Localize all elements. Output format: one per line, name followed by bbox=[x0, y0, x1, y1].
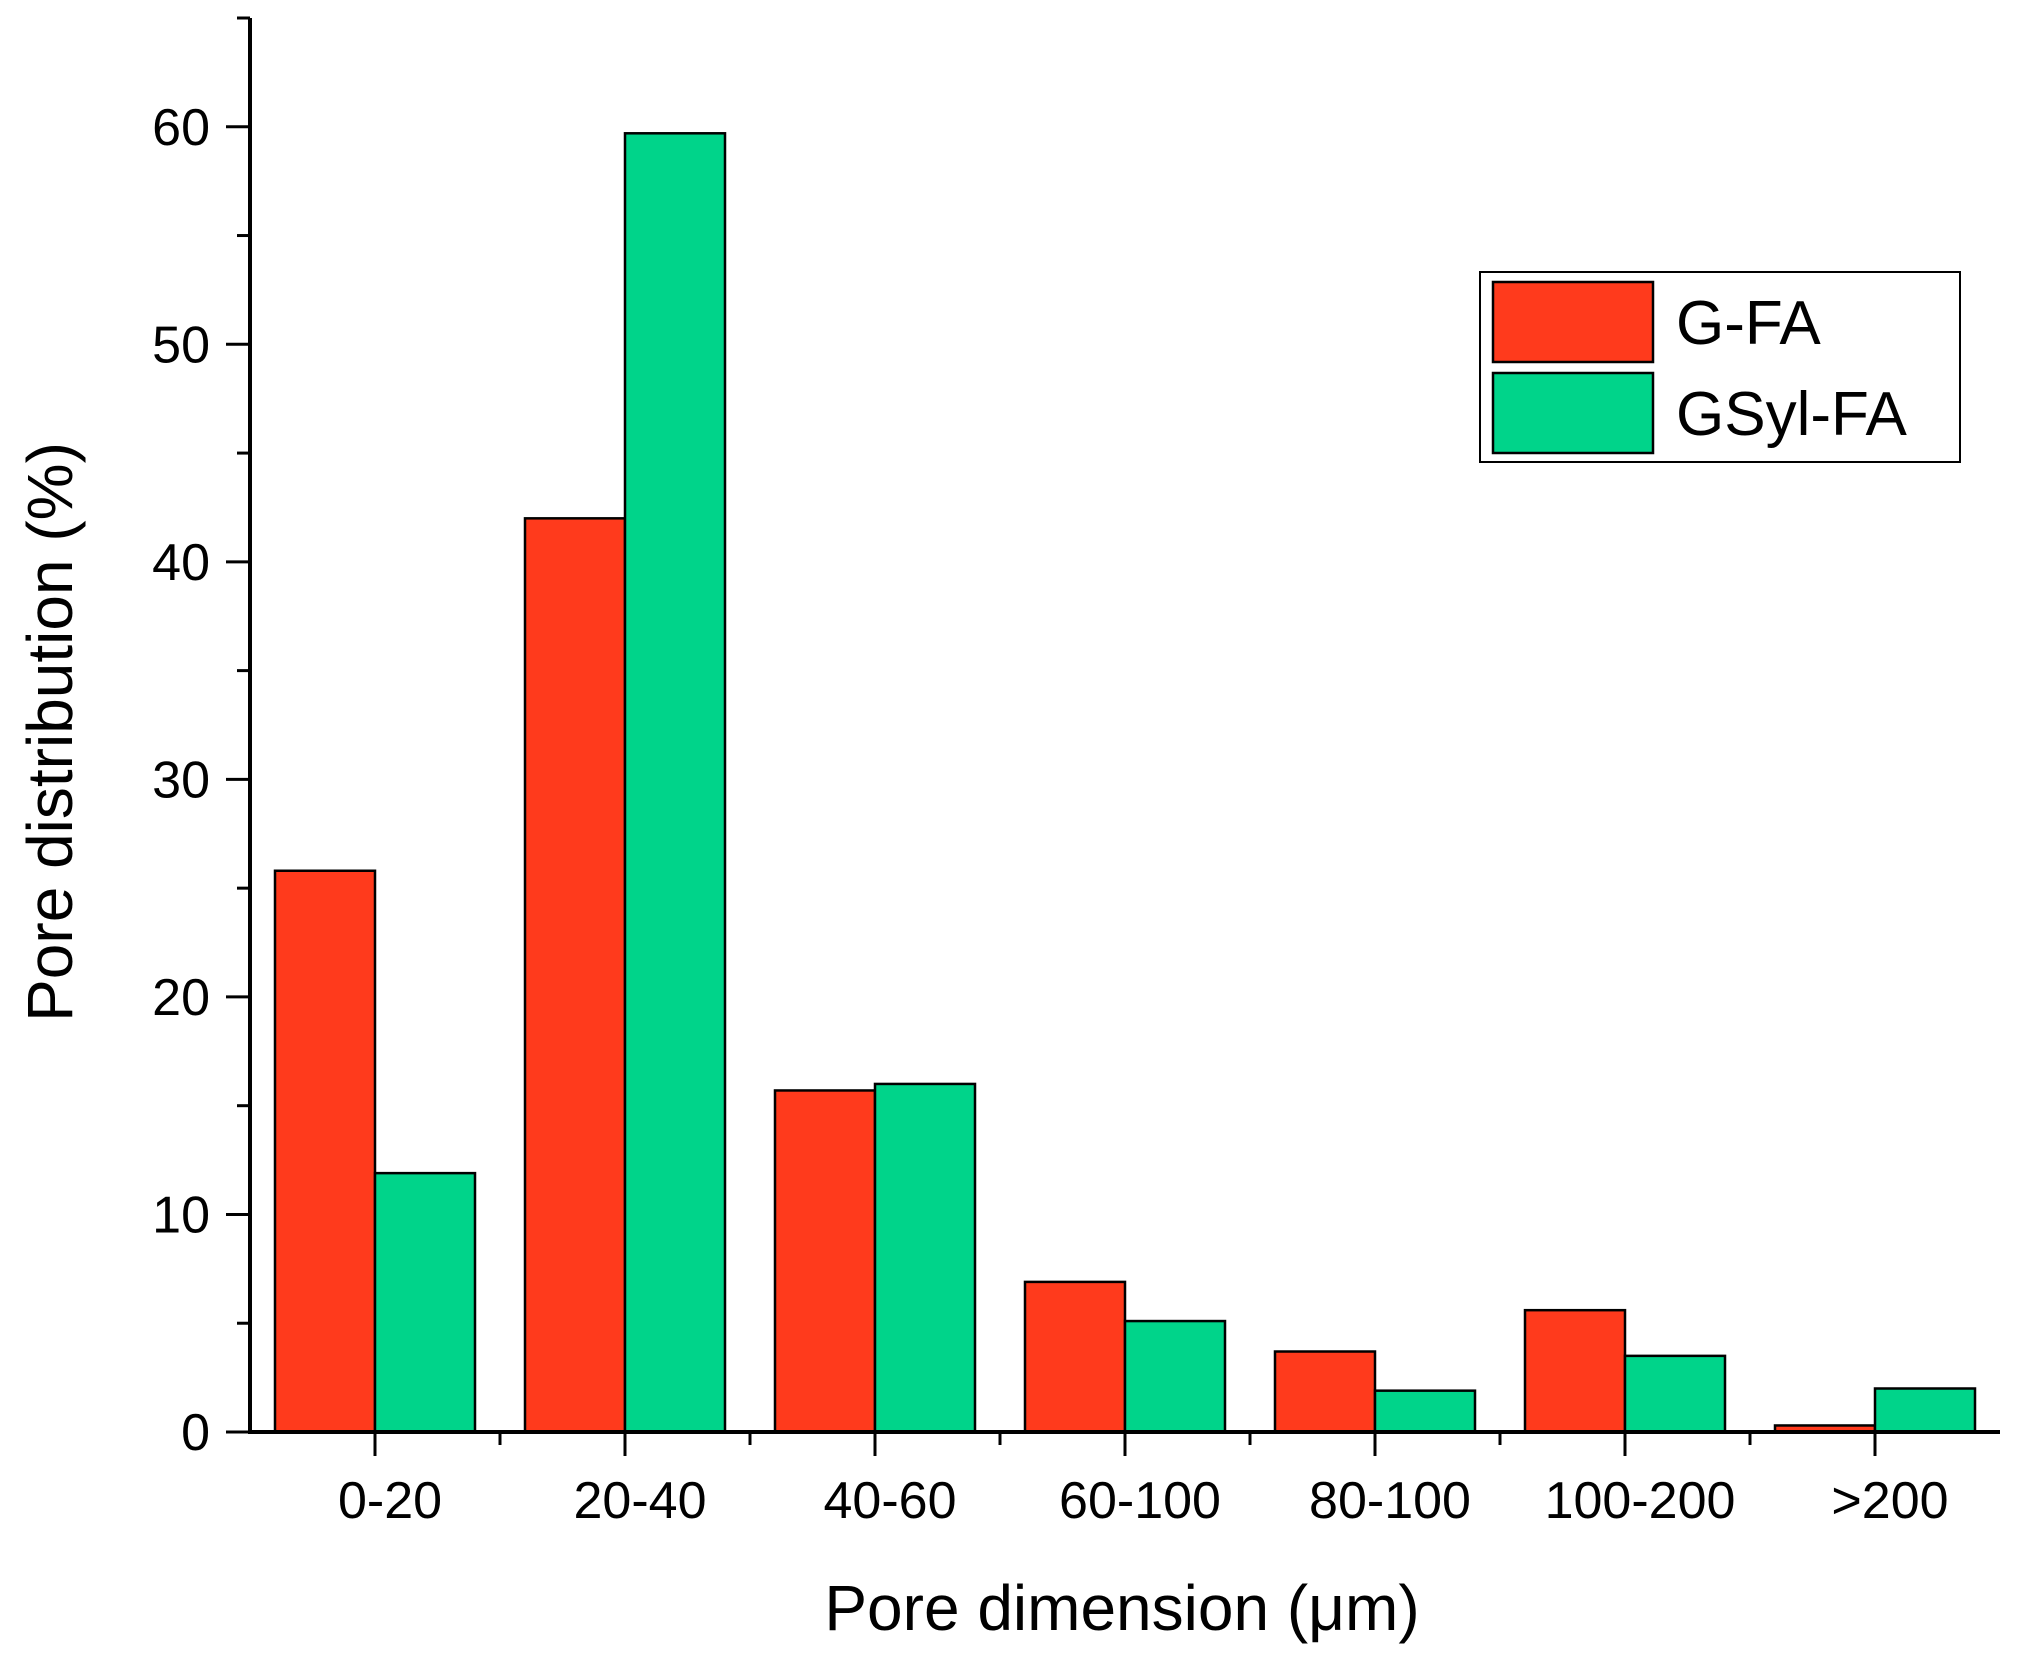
ticks: 0 10 20 30 40 50 60 0-20 20-40 40-60 60-100 80-100 1… bbox=[152, 16, 1949, 1530]
y-tick-label: 0 bbox=[181, 1404, 210, 1462]
x-tick-label: 100-200 bbox=[1545, 1472, 1736, 1530]
y-tick-label: 40 bbox=[152, 534, 210, 592]
x-axis-title: Pore dimension (μm) bbox=[824, 1572, 1419, 1644]
legend-label-gsyl-fa: GSyl-FA bbox=[1676, 380, 1907, 449]
bar-g-fa-2 bbox=[523, 517, 627, 1434]
y-tick-label: 60 bbox=[152, 99, 210, 157]
legend: G-FA GSyl-FA bbox=[1479, 271, 1961, 463]
axes bbox=[248, 18, 2000, 1434]
x-tick-label: 40-60 bbox=[824, 1472, 957, 1530]
y-tick-label: 50 bbox=[152, 316, 210, 374]
bar-gsyl-fa-5 bbox=[1373, 1389, 1477, 1434]
x-tick-label: >200 bbox=[1831, 1472, 1948, 1530]
bar-gsyl-fa-4 bbox=[1123, 1319, 1227, 1434]
bar-g-fa-3 bbox=[773, 1089, 877, 1434]
y-tick-label: 30 bbox=[152, 751, 210, 809]
y-axis-title: Pore distribution (%) bbox=[14, 442, 86, 1022]
bars bbox=[273, 132, 1977, 1434]
bar-g-fa-6 bbox=[1523, 1308, 1627, 1434]
x-tick-label: 60-100 bbox=[1059, 1472, 1221, 1530]
bar-gsyl-fa-3 bbox=[873, 1082, 977, 1434]
bar-g-fa-5 bbox=[1273, 1350, 1377, 1434]
x-tick-label: 20-40 bbox=[574, 1472, 707, 1530]
legend-swatch-gsyl-fa bbox=[1491, 371, 1655, 455]
legend-swatch-g-fa bbox=[1491, 280, 1655, 364]
bar-gsyl-fa-2 bbox=[623, 132, 727, 1434]
y-tick-label: 10 bbox=[152, 1186, 210, 1244]
bar-gsyl-fa-1 bbox=[373, 1171, 477, 1434]
x-tick-label: 80-100 bbox=[1309, 1472, 1471, 1530]
legend-label-g-fa: G-FA bbox=[1676, 289, 1821, 358]
y-tick-label: 20 bbox=[152, 969, 210, 1027]
bar-g-fa-4 bbox=[1023, 1280, 1127, 1434]
bar-gsyl-fa-6 bbox=[1623, 1354, 1727, 1434]
bar-gsyl-fa-7 bbox=[1873, 1387, 1977, 1434]
bar-g-fa-1 bbox=[273, 869, 377, 1434]
x-tick-label: 0-20 bbox=[338, 1472, 442, 1530]
